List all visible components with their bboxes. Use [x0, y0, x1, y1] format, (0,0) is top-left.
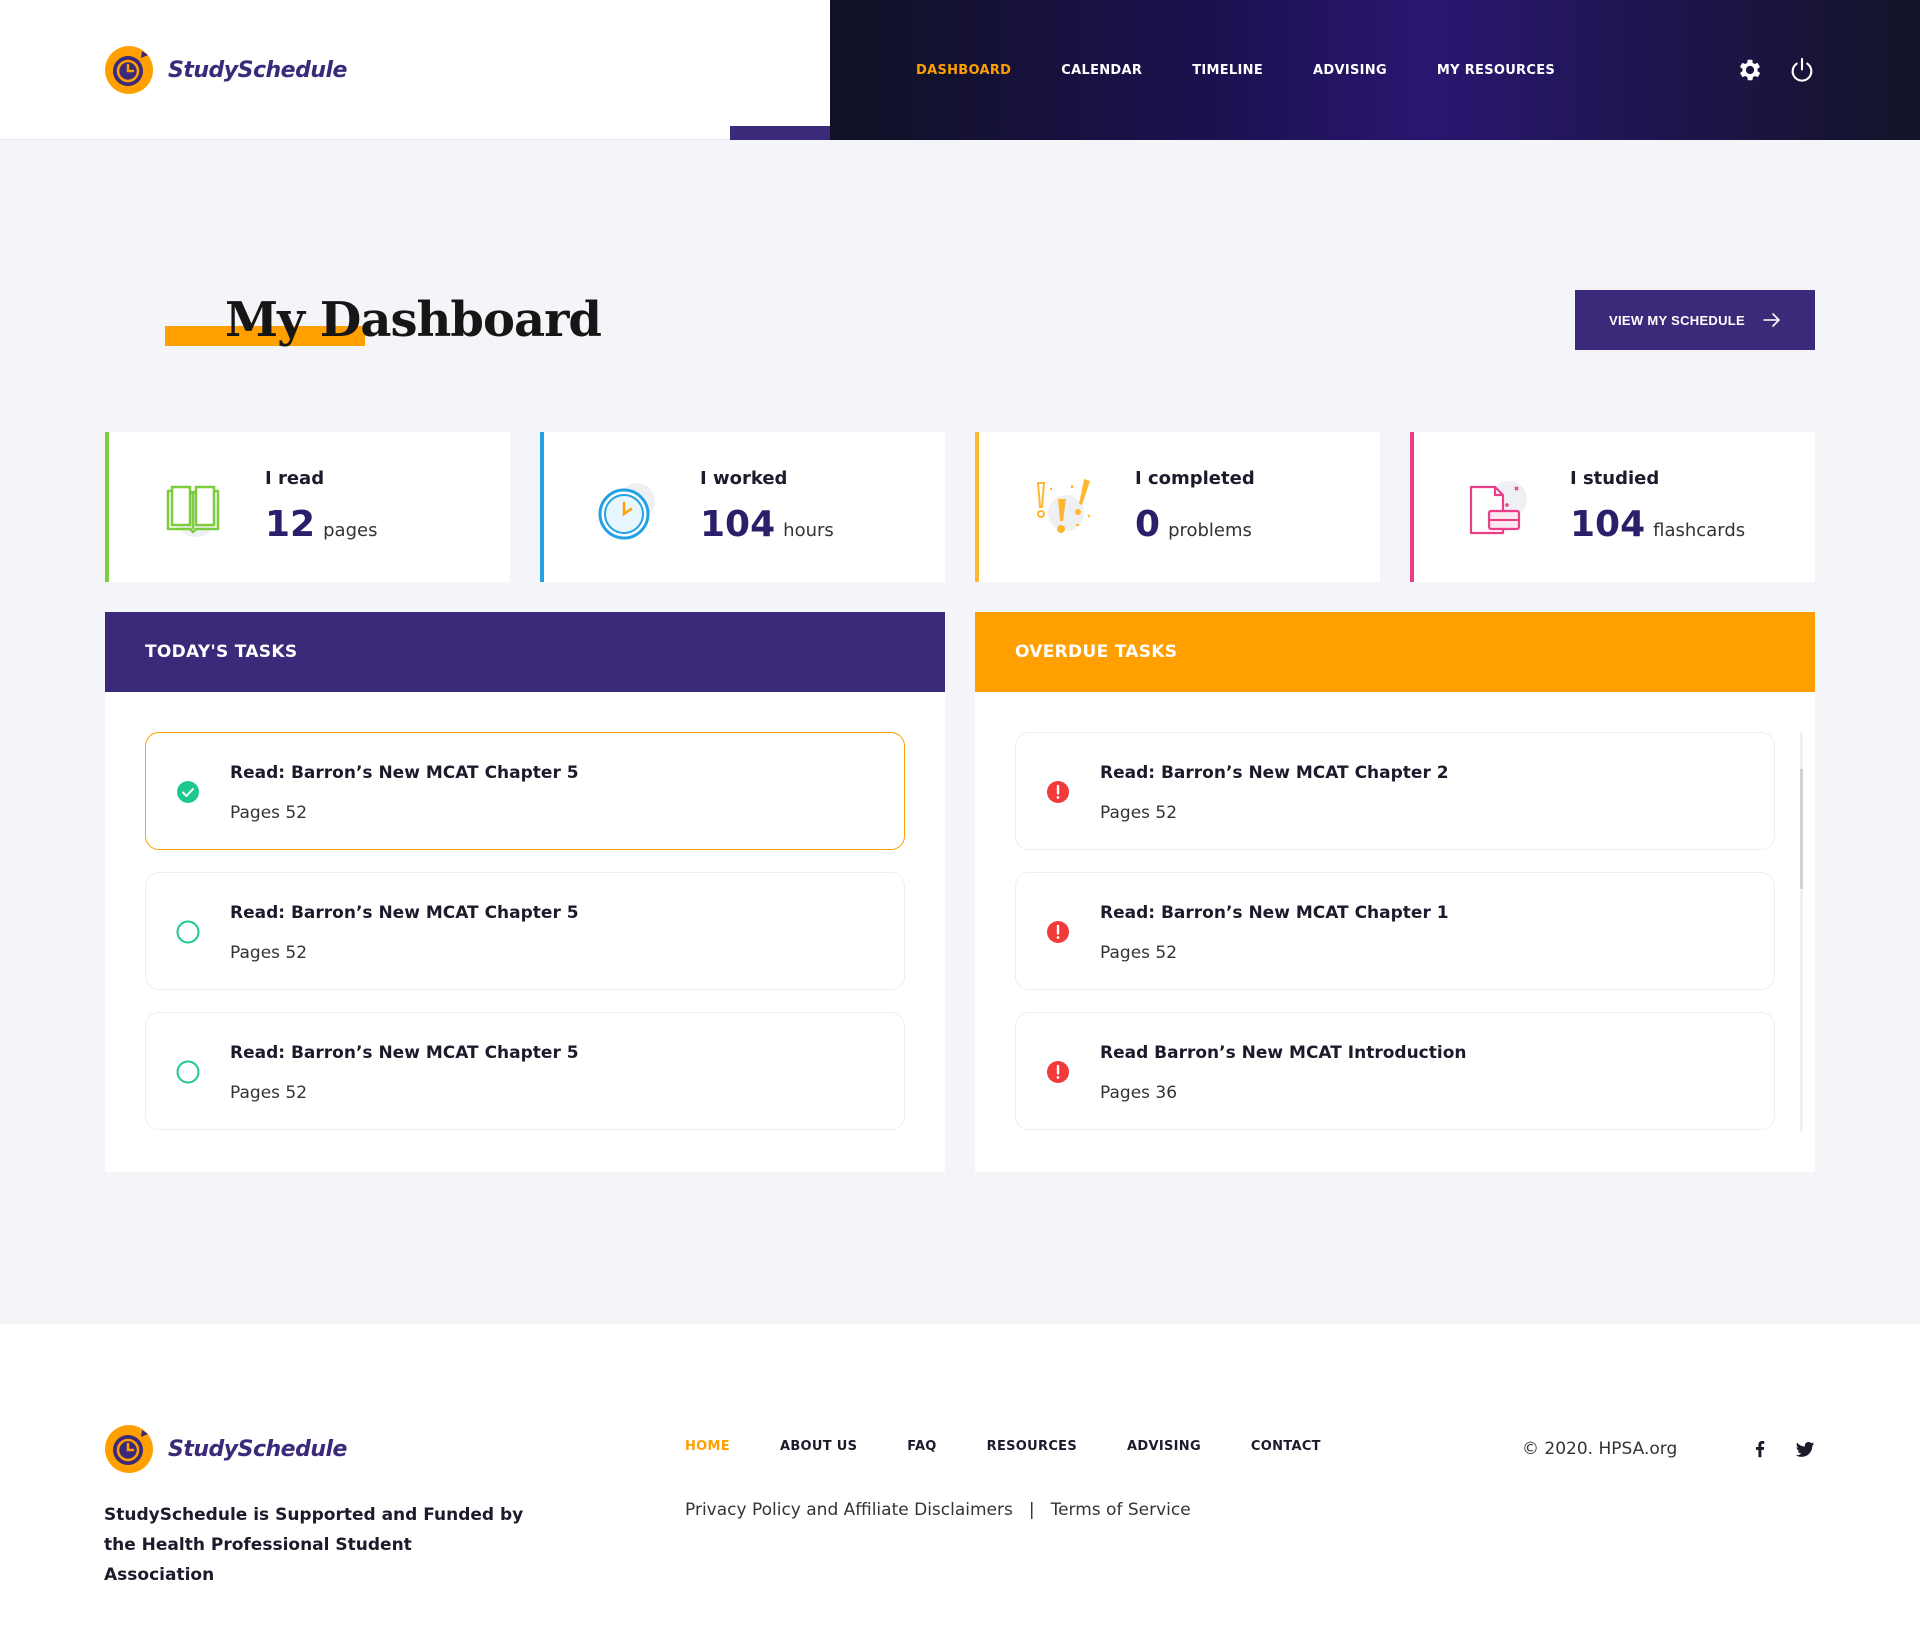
facebook-icon[interactable]: [1749, 1438, 1771, 1460]
brand-name: StudySchedule: [168, 1436, 347, 1462]
overdue-tasks-panel: OVERDUE TASKS Read: Barron’s New MCAT Ch…: [975, 612, 1815, 1172]
stat-unit: hours: [783, 520, 834, 541]
todays-tasks-panel: TODAY'S TASKS Read: Barron’s New MCAT Ch…: [105, 612, 945, 1172]
task-title: Read: Barron’s New MCAT Chapter 1: [1100, 903, 1449, 923]
overdue-tasks-header: OVERDUE TASKS: [975, 612, 1815, 692]
task-detail: Pages 52: [230, 943, 308, 963]
task-detail: Pages 52: [1100, 803, 1178, 823]
title-underline-accent: [165, 326, 365, 346]
nav-timeline[interactable]: TIMELINE: [1192, 63, 1264, 78]
footer-nav-resources[interactable]: RESOURCES: [986, 1439, 1078, 1454]
task-title: Read: Barron’s New MCAT Chapter 2: [1100, 763, 1449, 783]
alert-icon: [1047, 1061, 1069, 1083]
brand-logo[interactable]: StudySchedule: [104, 45, 347, 95]
nav-advising[interactable]: ADVISING: [1313, 63, 1387, 78]
nav-dashboard[interactable]: DASHBOARD: [916, 63, 1012, 78]
check-circle-icon[interactable]: [176, 780, 200, 804]
clock-logo-icon: [105, 1425, 153, 1473]
site-header: StudySchedule DASHBOARD CALENDAR TIMELIN…: [0, 0, 1920, 140]
stat-unit: flashcards: [1653, 520, 1746, 541]
stat-value: 104: [1570, 504, 1646, 545]
stat-card-studied: I studied 104 flashcards: [1410, 432, 1815, 582]
stat-unit: pages: [323, 520, 378, 541]
footer-nav: HOME ABOUT US FAQ RESOURCES ADVISING CON…: [685, 1439, 1321, 1454]
task-title: Read: Barron’s New MCAT Chapter 5: [230, 903, 579, 923]
clock-icon: [598, 483, 655, 540]
stat-card-completed: I completed 0 problems: [975, 432, 1380, 582]
terms-of-service-link[interactable]: Terms of Service: [1050, 1500, 1191, 1520]
legal-separator: |: [1028, 1500, 1035, 1520]
book-icon: [166, 485, 220, 537]
empty-circle-icon[interactable]: [176, 1060, 200, 1084]
overdue-task-card[interactable]: Read: Barron’s New MCAT Chapter 1 Pages …: [1015, 872, 1775, 990]
exclamation-icon: [1036, 479, 1091, 533]
task-title: Read: Barron’s New MCAT Chapter 5: [230, 763, 579, 783]
stat-label: I read: [265, 468, 325, 489]
scrollbar-track[interactable]: [1800, 732, 1803, 1132]
page-title: My Dashboard: [225, 292, 602, 348]
nav-calendar[interactable]: CALENDAR: [1061, 63, 1143, 78]
footer-nav-about-us[interactable]: ABOUT US: [779, 1439, 858, 1454]
stat-value-wrap: 104 flashcards: [1570, 504, 1745, 545]
brand-name: StudySchedule: [168, 57, 347, 83]
stat-color-bar: [540, 432, 544, 582]
stat-color-bar: [975, 432, 979, 582]
footer-nav-home[interactable]: HOME: [685, 1439, 730, 1454]
stat-label: I worked: [700, 468, 788, 489]
task-title: Read: Barron’s New MCAT Chapter 5: [230, 1043, 579, 1063]
overdue-task-card[interactable]: Read Barron’s New MCAT Introduction Page…: [1015, 1012, 1775, 1130]
flashcards-icon: [1469, 481, 1527, 535]
stat-card-worked: I worked 104 hours: [540, 432, 945, 582]
privacy-policy-link[interactable]: Privacy Policy and Affiliate Disclaimers: [685, 1500, 1013, 1520]
copyright: © 2020. HPSA.org: [1522, 1439, 1678, 1459]
stat-value-wrap: 12 pages: [265, 504, 377, 545]
power-icon[interactable]: [1788, 56, 1816, 84]
stat-value-wrap: 104 hours: [700, 504, 834, 545]
task-title: Read Barron’s New MCAT Introduction: [1100, 1043, 1467, 1063]
header-accent-purple: [730, 126, 830, 140]
stat-value: 104: [700, 504, 776, 545]
alert-icon: [1047, 781, 1069, 803]
arrow-right-icon: [1763, 313, 1780, 327]
clock-logo-icon: [105, 46, 153, 94]
main-nav-bar: DASHBOARD CALENDAR TIMELINE ADVISING MY …: [830, 0, 1920, 140]
task-detail: Pages 52: [230, 1083, 308, 1103]
stat-label: I studied: [1570, 468, 1660, 489]
view-schedule-button[interactable]: VIEW MY SCHEDULE: [1575, 290, 1815, 350]
overdue-task-card[interactable]: Read: Barron’s New MCAT Chapter 2 Pages …: [1015, 732, 1775, 850]
empty-circle-icon[interactable]: [176, 920, 200, 944]
stat-value-wrap: 0 problems: [1135, 504, 1252, 545]
scrollbar-thumb[interactable]: [1800, 769, 1803, 889]
stat-value: 0: [1135, 504, 1161, 545]
stat-color-bar: [105, 432, 109, 582]
alert-icon: [1047, 921, 1069, 943]
task-detail: Pages 52: [230, 803, 308, 823]
footer-nav-contact[interactable]: CONTACT: [1250, 1439, 1321, 1454]
task-detail: Pages 52: [1100, 943, 1178, 963]
stat-label: I completed: [1135, 468, 1255, 489]
task-card[interactable]: Read: Barron’s New MCAT Chapter 5 Pages …: [145, 732, 905, 850]
task-card[interactable]: Read: Barron’s New MCAT Chapter 5 Pages …: [145, 1012, 905, 1130]
stat-value: 12: [265, 504, 316, 545]
twitter-icon[interactable]: [1794, 1438, 1816, 1460]
todays-tasks-header: TODAY'S TASKS: [105, 612, 945, 692]
page-title-wrap: My Dashboard: [165, 292, 602, 348]
site-footer: StudySchedule StudySchedule is Supported…: [0, 1324, 1920, 1650]
main-nav: DASHBOARD CALENDAR TIMELINE ADVISING MY …: [916, 63, 1555, 78]
task-detail: Pages 36: [1100, 1083, 1178, 1103]
stat-card-read: I read 12 pages: [105, 432, 510, 582]
nav-my-resources[interactable]: MY RESOURCES: [1436, 63, 1556, 78]
stat-color-bar: [1410, 432, 1414, 582]
stat-unit: problems: [1168, 520, 1252, 541]
gear-icon[interactable]: [1736, 56, 1764, 84]
view-schedule-label: VIEW MY SCHEDULE: [1608, 312, 1746, 328]
footer-nav-faq[interactable]: FAQ: [907, 1439, 937, 1454]
task-card[interactable]: Read: Barron’s New MCAT Chapter 5 Pages …: [145, 872, 905, 990]
footer-tagline: StudySchedule is Supported and Funded by…: [104, 1505, 524, 1585]
footer-nav-advising[interactable]: ADVISING: [1127, 1439, 1201, 1454]
legal-links: Privacy Policy and Affiliate Disclaimers…: [685, 1500, 1191, 1520]
footer-logo[interactable]: StudySchedule: [104, 1424, 347, 1474]
